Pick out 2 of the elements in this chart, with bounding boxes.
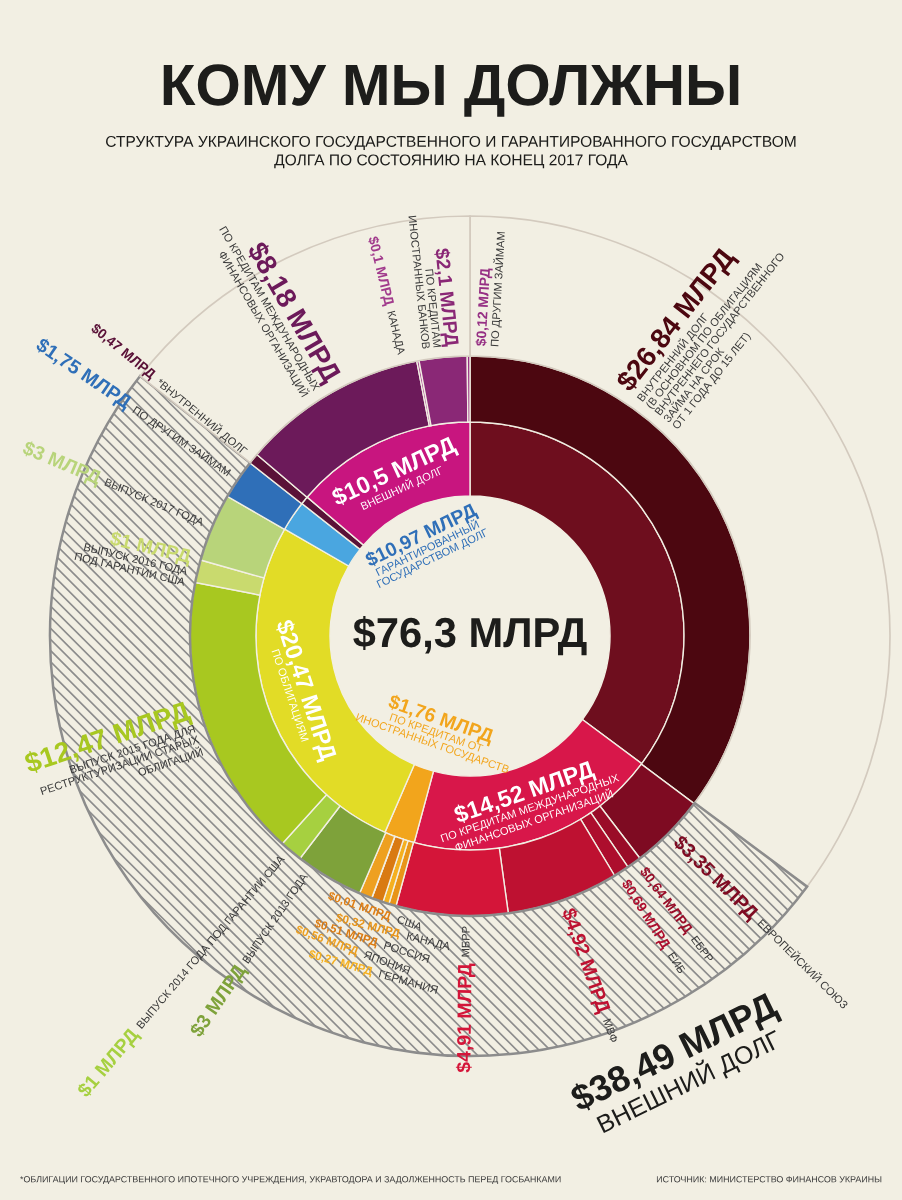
text: $76,3 МЛРД	[353, 616, 587, 656]
chart-title: КОМУ МЫ ДОЛЖНЫ	[163, 64, 739, 117]
